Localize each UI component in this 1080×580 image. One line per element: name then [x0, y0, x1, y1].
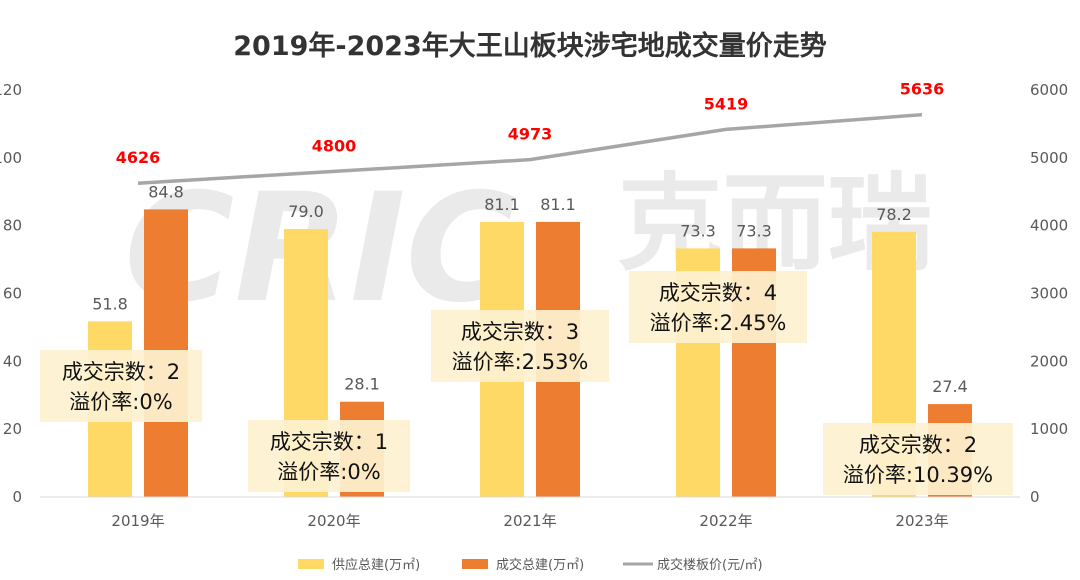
y-left-tick-label: 40 — [3, 352, 22, 370]
annotation-bg — [629, 271, 807, 343]
supply-value-label: 79.0 — [288, 202, 324, 221]
annotation-bg — [823, 423, 1013, 495]
y-right-tick-label: 4000 — [1030, 217, 1068, 235]
annotation-box: 成交宗数：3 溢价率:2.53% — [431, 310, 609, 382]
supply-value-label: 81.1 — [484, 195, 520, 214]
price-line-group — [137, 112, 923, 185]
premium-rate-text: 溢价率:10.39% — [843, 463, 993, 487]
chart-title: 2019年-2023年大王山板块涉宅地成交量价走势 — [233, 30, 827, 62]
supply-value-label: 78.2 — [876, 205, 912, 224]
y-right-tick-label: 1000 — [1030, 420, 1068, 438]
supply-value-label: 73.3 — [680, 221, 716, 240]
annotation-bg — [431, 310, 609, 382]
y-left-tick-label: 20 — [3, 420, 22, 438]
deal-value-label: 73.3 — [736, 221, 772, 240]
deal-count-text: 成交宗数：1 — [270, 430, 388, 454]
y-left-tick-label: 0 — [12, 488, 22, 506]
premium-rate-text: 溢价率:2.53% — [452, 350, 589, 374]
annotation-box: 成交宗数：2 溢价率:0% — [40, 350, 202, 422]
annotation-bg — [248, 420, 410, 492]
premium-rate-text: 溢价率:2.45% — [650, 311, 787, 335]
deal-value-label: 27.4 — [932, 377, 968, 396]
deal-value-label: 84.8 — [148, 182, 184, 201]
deal-count-text: 成交宗数：4 — [659, 281, 777, 305]
annotation-box: 成交宗数：1 溢价率:0% — [248, 420, 410, 492]
y-left-tick-label: 100 — [0, 149, 22, 167]
y-right-tick-label: 0 — [1030, 488, 1040, 506]
x-tick-label: 2023年 — [895, 512, 948, 530]
legend-label: 成交总建(万㎡) — [496, 557, 584, 573]
x-tick-label: 2019年 — [111, 512, 164, 530]
price-value-label: 4800 — [312, 136, 357, 155]
premium-rate-text: 溢价率:0% — [277, 460, 380, 484]
annotation-box: 成交宗数：4 溢价率:2.45% — [629, 271, 807, 343]
y-right-tick-label: 3000 — [1030, 285, 1068, 303]
annotation-group: 成交宗数：2溢价率:0%成交宗数：1溢价率:0%成交宗数：3溢价率:2.53%成… — [40, 271, 1013, 495]
x-tick-label: 2022年 — [699, 512, 752, 530]
data-label-group: 51.8 79.0 81.1 73.3 78.2 84.8 28.1 81.1 73.3 27.4… — [92, 80, 968, 396]
y-left-tick-label: 80 — [3, 217, 22, 235]
premium-rate-text: 溢价率:0% — [69, 390, 172, 414]
deal-count-text: 成交宗数：3 — [461, 320, 579, 344]
deal-count-text: 成交宗数：2 — [62, 360, 180, 384]
y-left-tick-label: 120 — [0, 81, 22, 99]
deal-value-label: 28.1 — [344, 375, 380, 394]
legend-swatch — [298, 559, 324, 569]
x-tick-label: 2020年 — [307, 512, 360, 530]
annotation-box: 成交宗数：2 溢价率:10.39% — [823, 423, 1013, 495]
deal-count-text: 成交宗数：2 — [859, 433, 977, 457]
price-value-label: 4626 — [116, 148, 161, 167]
annotation-bg — [40, 350, 202, 422]
y-right-tick-label: 2000 — [1030, 352, 1068, 370]
x-tick-label: 2021年 — [503, 512, 556, 530]
price-value-label: 5419 — [704, 94, 749, 113]
price-line — [137, 112, 923, 185]
price-value-label: 4973 — [508, 125, 553, 144]
y-right-tick-label: 6000 — [1030, 81, 1068, 99]
axes-group: 0 20 40 60 80 100 120 0 1000 2000 3000 4000 5000 6000… — [0, 81, 1068, 530]
legend-label: 成交楼板价(元/㎡) — [657, 557, 763, 573]
legend: 供应总建(万㎡) 成交总建(万㎡) 成交楼板价(元/㎡) — [298, 557, 763, 573]
supply-value-label: 51.8 — [92, 294, 128, 313]
y-right-tick-label: 5000 — [1030, 149, 1068, 167]
deal-value-label: 81.1 — [540, 195, 576, 214]
price-value-label: 5636 — [900, 80, 945, 99]
y-left-tick-label: 60 — [3, 285, 22, 303]
legend-label: 供应总建(万㎡) — [332, 557, 420, 573]
legend-swatch — [462, 559, 488, 569]
